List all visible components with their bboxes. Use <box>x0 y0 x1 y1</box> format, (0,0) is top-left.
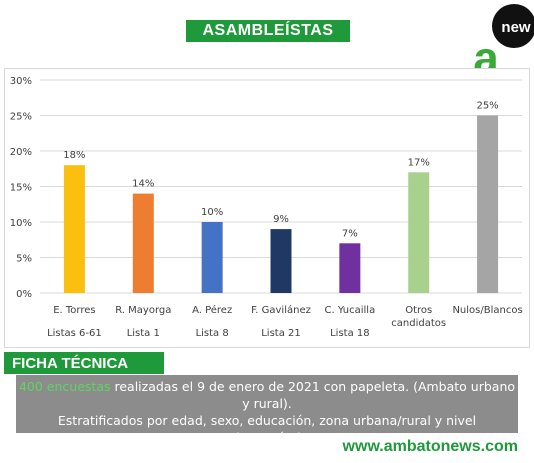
bar <box>132 193 154 293</box>
bar <box>339 243 361 293</box>
x-tick-sublabel: Listas 6-61 <box>47 328 102 339</box>
ficha-tecnica-title: FICHA TÉCNICA <box>4 352 164 374</box>
x-tick-sublabel: Lista 8 <box>196 328 229 339</box>
data-label: 10% <box>201 207 223 218</box>
ficha-highlight: 400 encuestas <box>18 379 111 394</box>
x-tick-label: A. Pérez <box>192 304 232 316</box>
x-tick-label: Nulos/Blancos <box>452 305 522 316</box>
x-tick-sublabel: Lista 21 <box>261 328 301 339</box>
ficha-line-3: Margen de error +/-3.5% <box>189 447 345 462</box>
data-label: 9% <box>273 214 289 225</box>
bar-chart: 0% 5% 10% 15% 20% 25% 30% 18% E. Torres Listas 6-… <box>10 76 523 339</box>
ficha-tecnica-box: 400 encuestas realizadas el 9 de enero d… <box>16 375 518 462</box>
ficha-line-2: Estratificados por edad, sexo, educación… <box>57 413 477 445</box>
bar <box>408 172 430 293</box>
data-label: 14% <box>132 179 154 190</box>
bar <box>201 222 223 293</box>
chart-frame <box>4 68 530 348</box>
x-tick-label: F. Gavilánez <box>251 304 311 316</box>
bar <box>270 229 292 293</box>
x-tick-sublabel: Lista 1 <box>127 328 160 339</box>
y-tick-label: 25% <box>10 112 32 123</box>
y-tick-label: 5% <box>16 254 32 265</box>
data-label: 18% <box>63 150 85 161</box>
data-label: 7% <box>342 228 358 239</box>
y-tick-label: 0% <box>16 289 32 300</box>
x-tick-label: Otros candidatos <box>391 305 446 329</box>
bar <box>477 115 499 293</box>
bar <box>63 165 85 293</box>
y-tick-label: 30% <box>10 76 32 87</box>
y-tick-label: 15% <box>10 183 32 194</box>
y-tick-label: 20% <box>10 147 32 158</box>
chart-title: ASAMBLEÍSTAS <box>202 22 334 39</box>
y-tick-label: 10% <box>10 218 32 229</box>
x-tick-label: C. Yucailla <box>324 305 375 316</box>
chart-title-banner: ASAMBLEÍSTAS <box>186 20 350 42</box>
x-tick-label: R. Mayorga <box>115 305 171 316</box>
x-tick-label: E. Torres <box>53 305 95 316</box>
ficha-line-1: 400 encuestas realizadas el 9 de enero d… <box>16 378 518 412</box>
logo-word: new <box>501 19 531 36</box>
data-label: 17% <box>408 157 430 168</box>
ficha-line-1-rest: realizadas el 9 de enero de 2021 con pap… <box>110 379 516 411</box>
ficha-title-text: FICHA TÉCNICA <box>12 354 129 372</box>
x-tick-sublabel: Lista 18 <box>330 328 370 339</box>
website-link[interactable]: www.ambatonews.com <box>342 438 518 455</box>
data-label: 25% <box>476 101 498 112</box>
